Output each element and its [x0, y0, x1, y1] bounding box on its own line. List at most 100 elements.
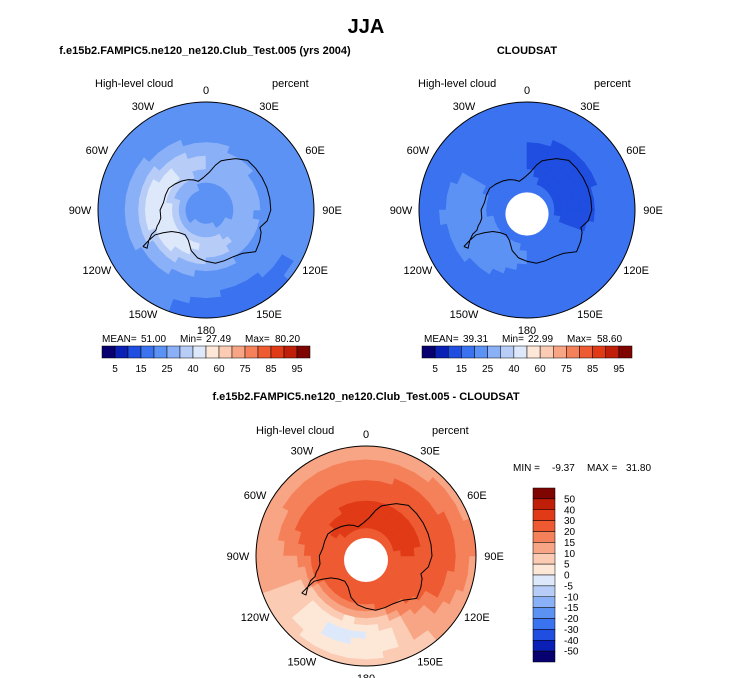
lon-label: 30E [259, 101, 279, 113]
field-cell [465, 199, 475, 211]
field-cell [526, 155, 537, 164]
colorbar-tick-label: 40 [564, 505, 576, 516]
colorbar-tick-label: 30 [564, 516, 576, 527]
lon-label: 90E [484, 551, 504, 563]
lon-label: 30W [291, 445, 314, 457]
mean-value: 39.31 [463, 334, 488, 345]
lon-label: 90E [643, 205, 663, 217]
field-cell [559, 209, 568, 218]
field-cell [195, 262, 207, 272]
coastline [301, 503, 433, 611]
field-cell [406, 555, 415, 565]
panel-title: f.e15b2.FAMPIC5.ne120_ne120.Club_Test.00… [212, 391, 519, 403]
field-cell [258, 209, 268, 221]
field-cell [517, 155, 528, 164]
colorbar-tick-label: -20 [564, 614, 579, 625]
field-cell [459, 209, 468, 223]
field-cell [354, 609, 367, 619]
lon-label: 180 [197, 325, 215, 337]
field-cell [472, 200, 481, 211]
field-cell [465, 209, 475, 221]
colorbar-swatch [101, 345, 116, 359]
max-label: Max= [245, 334, 270, 345]
field-cell [356, 500, 367, 509]
colorbar: 5 15 25 40 60 75 85 95 [421, 345, 633, 375]
colorbar-swatch [244, 345, 259, 359]
field-cell [272, 209, 281, 224]
field-cell [573, 200, 582, 211]
panel-right-label: percent [272, 78, 309, 90]
colorbar-tick-label: -10 [564, 592, 579, 603]
colorbar-tick-label: 5 [564, 560, 570, 571]
field-cell [205, 135, 220, 144]
colorbar-swatch [114, 345, 129, 359]
colorbar-swatch [192, 345, 207, 359]
colorbar-tick-label: 25 [482, 364, 494, 375]
field-cell [593, 196, 602, 211]
colorbar-swatch [270, 345, 285, 359]
field-cell [513, 135, 528, 144]
field-cell [593, 209, 602, 224]
max-label: Max= [567, 334, 592, 345]
field-cell [526, 182, 533, 191]
field-cell [296, 543, 306, 557]
coastline [463, 158, 593, 264]
colorbar-tick-label: 40 [508, 364, 520, 375]
field-cell [526, 148, 538, 158]
lon-label: 150W [288, 657, 317, 669]
figure-title: JJA [348, 16, 385, 38]
colorbar-tick-label: 5 [112, 364, 118, 375]
colorbar-tick-label: 85 [265, 364, 277, 375]
field-cell [252, 200, 261, 211]
field-cell [205, 276, 220, 285]
field-cell [452, 196, 461, 211]
field-cell [459, 197, 468, 211]
colorbar-tick-label: -15 [564, 603, 579, 614]
colorbar-tick-label: 95 [291, 364, 303, 375]
colorbar-swatch [532, 607, 556, 619]
polar-map [255, 445, 477, 667]
field-cell [205, 155, 216, 164]
field-cell [205, 262, 217, 272]
field-cell [131, 209, 140, 224]
field-cell [310, 546, 319, 557]
field-cell [579, 199, 589, 211]
lon-label: 30E [420, 445, 440, 457]
field-cell [205, 169, 214, 178]
lon-label: 0 [524, 85, 530, 97]
field-cell [238, 209, 247, 218]
field-cell [296, 555, 306, 569]
field-cell [205, 269, 219, 278]
panel-title: f.e15b2.FAMPIC5.ne120_ne120.Club_Test.00… [59, 45, 351, 57]
panel-cloudsat: CLOUDSAT High-level cloud percent 0 30E 60… [390, 45, 663, 375]
mean-value: 51.00 [141, 334, 166, 345]
colorbar-tick-label: 20 [564, 527, 576, 538]
colorbar-tick-label: 25 [161, 364, 173, 375]
lon-label: 90E [322, 205, 342, 217]
colorbar-swatch [553, 345, 567, 359]
colorbar-tick-label: -5 [564, 581, 573, 592]
colorbar-swatch [513, 345, 528, 359]
field-cell [526, 169, 535, 178]
colorbar-swatch [532, 487, 556, 500]
mean-label: MEAN= [102, 334, 137, 345]
field-cell [365, 528, 372, 537]
field-cell [138, 197, 147, 211]
colorbar-swatch [579, 345, 593, 359]
no-data-hole [505, 192, 549, 236]
field-cell [138, 209, 147, 223]
field-cell [178, 204, 187, 211]
field-cell [518, 249, 528, 258]
colorbar-swatch [566, 345, 580, 359]
colorbar-tick-label: 60 [535, 364, 547, 375]
colorbar-swatch [532, 509, 556, 521]
colorbar-swatch [487, 345, 501, 359]
colorbar-tick-label: 15 [564, 538, 576, 549]
field-cell [197, 249, 207, 258]
field-cell [492, 203, 501, 211]
field-cell [324, 548, 333, 557]
field-cell [413, 555, 422, 566]
lon-label: 60W [86, 145, 109, 157]
panel-model: f.e15b2.FAMPIC5.ne120_ne120.Club_Test.00… [59, 45, 351, 375]
field-cell [365, 480, 380, 489]
